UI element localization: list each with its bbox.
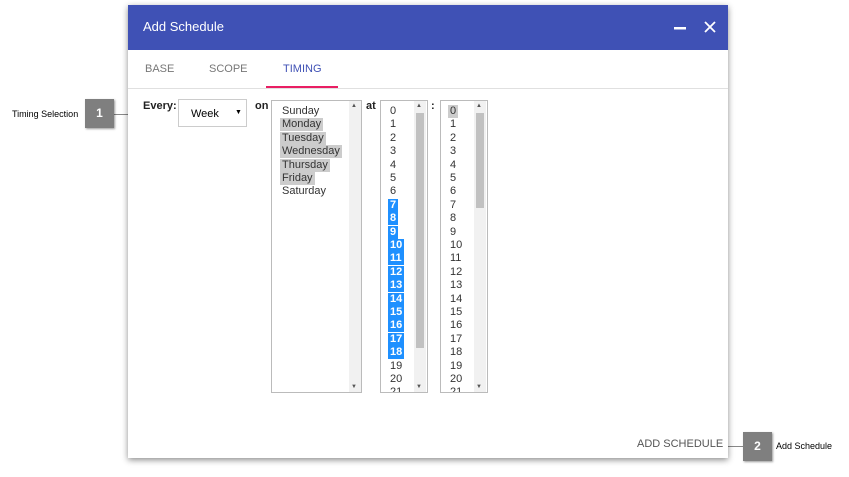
list-option[interactable]: 7 (388, 198, 399, 212)
list-option[interactable]: 18 (450, 346, 463, 359)
list-option[interactable]: 12 (388, 265, 405, 279)
tab[interactable]: TIMING (283, 63, 322, 75)
list-option[interactable]: 9 (450, 225, 457, 238)
select-arrow: ▼ (235, 109, 242, 116)
list-option[interactable]: Monday (280, 118, 324, 132)
scrollbar: ▲ ▼ (414, 101, 426, 392)
at-label: at (366, 100, 376, 112)
callout-badge: 2 (743, 432, 772, 461)
list-option[interactable]: 20 (450, 373, 463, 385)
scrollbar: ▲ ▼ (474, 101, 486, 392)
tab[interactable]: BASE (145, 63, 175, 75)
list-option[interactable]: 6 (450, 185, 457, 198)
list-option[interactable]: Sunday (282, 105, 320, 117)
tab[interactable]: SCOPE (209, 63, 248, 75)
every-label: Every: (143, 100, 177, 112)
list-option[interactable]: 5 (390, 172, 397, 184)
hours-listbox[interactable]: 21 20 19 18 17 16 15 14 13 12 11 10 9 8 7 6 5 4 3 2 1 0 ▲ ▼ (380, 100, 428, 393)
on-label: on (255, 100, 269, 112)
list-option[interactable]: 4 (450, 158, 457, 171)
dialog-header: Add Schedule (128, 5, 728, 50)
list-option[interactable]: 3 (450, 145, 457, 158)
list-option[interactable]: 16 (388, 319, 405, 333)
list-option[interactable]: 6 (390, 185, 397, 198)
list-option[interactable]: 9 (388, 225, 399, 239)
dialog-title: Add Schedule (143, 19, 224, 34)
list-option[interactable]: 21 (450, 386, 463, 393)
list-option[interactable]: 13 (450, 279, 463, 292)
list-option[interactable]: 20 (390, 373, 403, 385)
list-option[interactable]: 18 (388, 346, 405, 360)
list-option[interactable]: 3 (390, 145, 397, 158)
list-option[interactable]: 1 (450, 118, 457, 131)
list-option[interactable]: 2 (450, 131, 457, 144)
dialog: Add Schedule BASE SCOPE TIMING Every: We… (128, 5, 728, 458)
list-option[interactable]: 11 (450, 252, 462, 265)
colon-label: : (431, 100, 435, 112)
list-option[interactable]: Thursday (280, 158, 330, 172)
list-option[interactable]: Saturday (282, 185, 327, 198)
list-option[interactable]: 7 (450, 198, 457, 211)
list-option[interactable]: 5 (450, 172, 457, 184)
list-option[interactable]: 14 (388, 292, 405, 306)
list-option[interactable]: 10 (450, 239, 463, 251)
list-option[interactable]: Tuesday (280, 131, 326, 145)
list-option[interactable]: 2 (390, 131, 397, 144)
callout-badge: 1 (85, 99, 114, 128)
days-listbox[interactable]: Saturday Friday Thursday Wednesday Tuesday Mo… (271, 100, 362, 393)
list-option[interactable]: 15 (450, 306, 463, 318)
add-schedule-button[interactable]: ADD SCHEDULE (637, 438, 724, 450)
list-option[interactable]: 1 (390, 118, 397, 131)
tab-indicator (266, 86, 338, 88)
list-option[interactable]: 8 (450, 212, 457, 225)
every-select[interactable]: Week ▼ (178, 99, 247, 127)
list-option[interactable]: 14 (450, 292, 463, 305)
callout-line (722, 446, 743, 447)
list-option[interactable]: 11 (388, 252, 404, 266)
callout-text: Add Schedule (776, 441, 833, 451)
callout-text: Timing Selection (12, 109, 79, 119)
list-option[interactable]: Friday (280, 172, 315, 185)
list-option[interactable]: 19 (450, 359, 463, 372)
list-option[interactable]: Wednesday (280, 145, 342, 159)
minutes-listbox[interactable]: 21 20 19 18 17 16 15 14 13 12 11 10 9 8 7 6 5 4 3 2 1 0 ▲ ▼ (440, 100, 488, 393)
select-value: Week (191, 108, 219, 120)
list-option[interactable]: 16 (450, 319, 463, 332)
list-option[interactable]: 4 (390, 158, 397, 171)
list-option[interactable]: 8 (388, 212, 399, 226)
minimize-button[interactable] (673, 20, 687, 34)
list-option[interactable]: 15 (388, 306, 405, 319)
list-option[interactable]: 13 (388, 279, 405, 293)
close-button[interactable] (703, 20, 717, 34)
list-option[interactable]: 0 (448, 105, 459, 118)
tab-bar: BASE SCOPE TIMING (128, 50, 728, 89)
list-option[interactable]: 19 (390, 359, 403, 372)
list-option[interactable]: 0 (390, 105, 397, 117)
list-option[interactable]: 17 (450, 332, 463, 345)
list-option[interactable]: 21 (390, 386, 403, 393)
list-option[interactable]: 17 (388, 332, 405, 346)
scrollbar: ▲ ▼ (349, 101, 361, 392)
list-option[interactable]: 12 (450, 265, 463, 278)
list-option[interactable]: 10 (388, 239, 405, 252)
